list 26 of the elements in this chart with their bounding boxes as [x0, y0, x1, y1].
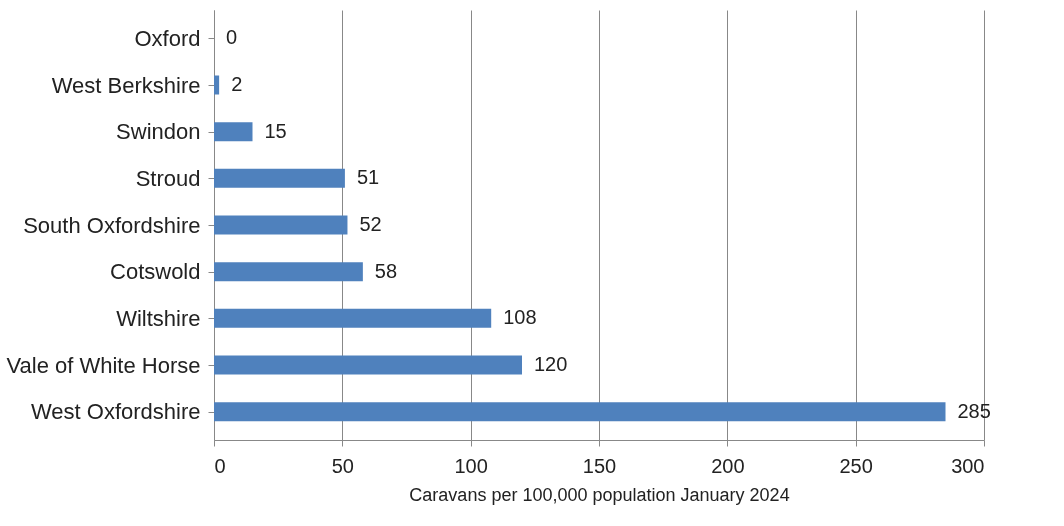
- data-label: 0: [226, 26, 238, 49]
- x-tick-label: 250: [839, 454, 873, 477]
- y-tick-label: West Berkshire: [51, 72, 201, 98]
- x-tick-label: 100: [454, 454, 488, 477]
- data-label: 15: [264, 119, 287, 142]
- x-tick-label: 0: [214, 454, 226, 477]
- y-tick-label: West Oxfordshire: [30, 399, 201, 425]
- data-label: 108: [503, 306, 537, 329]
- data-label: 2: [231, 73, 243, 95]
- y-tick-label: Oxford: [134, 25, 201, 51]
- y-tick-label: Vale of White Horse: [6, 352, 201, 378]
- x-tick-label: 150: [582, 454, 617, 477]
- x-tick-label: 300: [951, 454, 985, 477]
- x-tick-label: 50: [331, 454, 354, 477]
- data-label: 58: [374, 259, 398, 282]
- y-tick-label: Cotswold: [110, 259, 201, 285]
- data-label: 52: [359, 213, 382, 235]
- data-label: 120: [534, 353, 568, 375]
- x-axis-title: Caravans per 100,000 population January 2024: [409, 484, 790, 505]
- y-tick-label: Wiltshire: [116, 305, 201, 331]
- y-tick-label: South Oxfordshire: [23, 212, 201, 238]
- data-label: 51: [356, 166, 380, 189]
- x-tick-label: 200: [711, 454, 745, 477]
- data-label: 285: [957, 399, 991, 422]
- y-tick-label: Swindon: [116, 119, 201, 145]
- y-tick-label: Stroud: [135, 165, 201, 191]
